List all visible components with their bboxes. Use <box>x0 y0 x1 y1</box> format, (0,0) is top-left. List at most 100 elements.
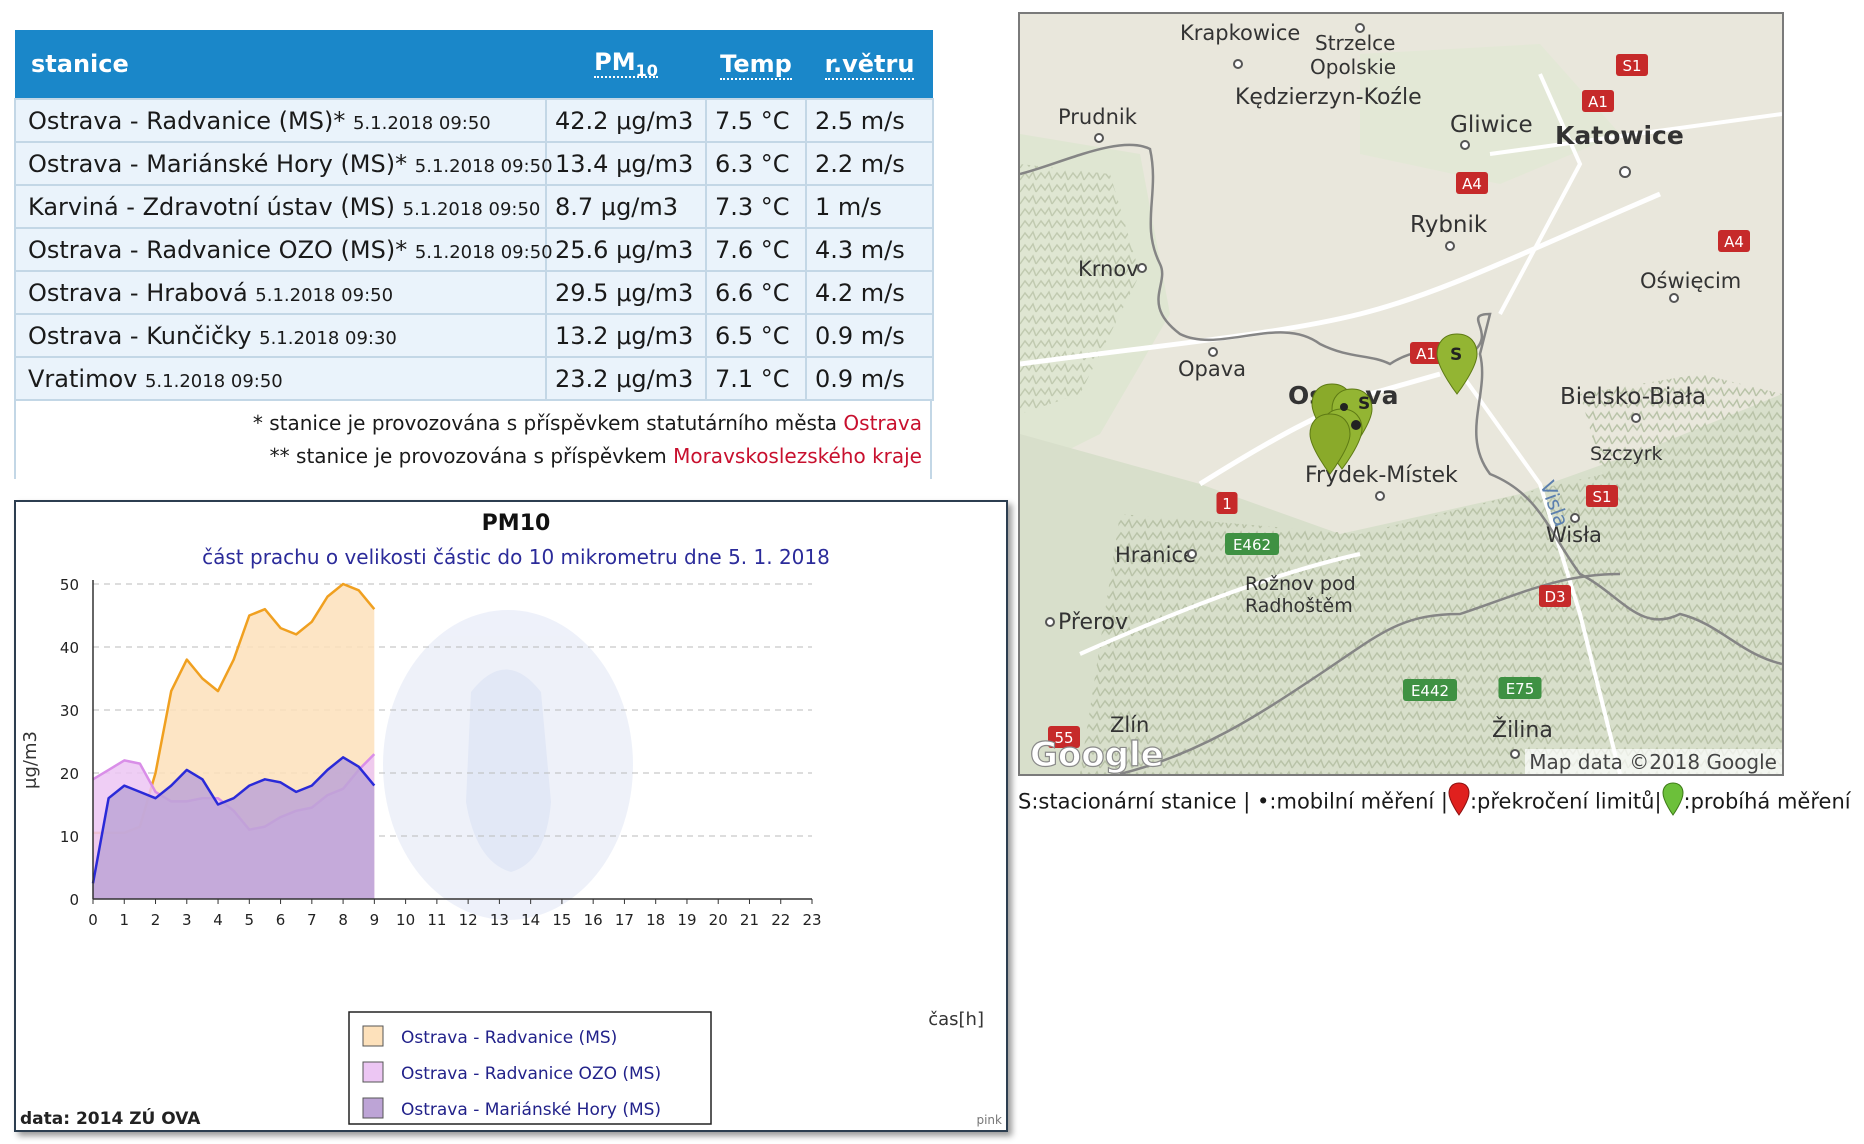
wind-value: 2.5 m/s <box>805 98 934 143</box>
map-label-katowice: Katowice <box>1555 121 1684 150</box>
chart-title: PM10 <box>482 511 551 536</box>
station-name-cell[interactable]: Ostrava - Kunčičky 5.1.2018 09:30 <box>14 313 547 358</box>
map-label-roznov: Rožnov pod Radhoštěm <box>1245 573 1356 617</box>
road-shield: A4 <box>1456 172 1488 194</box>
road-shield: E462 <box>1225 533 1279 555</box>
temp-value: 7.6 °C <box>705 227 807 272</box>
y-tick-label: 50 <box>60 576 79 594</box>
note-ostrava-link[interactable]: Ostrava <box>843 411 922 435</box>
x-tick-label: 1 <box>119 911 129 929</box>
road-shield: E442 <box>1403 679 1457 701</box>
pm10-value: 25.6 μg/m3 <box>545 227 707 272</box>
station-name-cell[interactable]: Ostrava - Radvanice (MS)* 5.1.2018 09:50 <box>14 98 547 143</box>
x-tick-label: 15 <box>552 911 571 929</box>
header-temp[interactable]: Temp <box>706 30 806 99</box>
station-name-cell[interactable]: Ostrava - Radvanice OZO (MS)* 5.1.2018 0… <box>14 227 553 272</box>
note-region: ** stanice je provozována s příspěvkem M… <box>16 440 922 473</box>
x-tick-label: 19 <box>677 911 696 929</box>
wind-value: 2.2 m/s <box>805 141 934 186</box>
y-tick-label: 40 <box>60 639 79 657</box>
map-legend: S:stacionární stanice | •:mobilní měření… <box>1018 782 1851 823</box>
map-label-prudnik: Prudnik <box>1058 105 1138 129</box>
map-city-dots <box>1045 23 1679 759</box>
x-tick-label: 13 <box>490 911 509 929</box>
map-label-hranice: Hranice <box>1115 543 1196 567</box>
map-canvas[interactable]: Visla Krapkowice Strzelce Opolskie Kędzie… <box>1020 14 1782 774</box>
temp-value: 7.3 °C <box>705 184 807 229</box>
temp-value: 6.5 °C <box>705 313 807 358</box>
map-label-zlin: Zlín <box>1110 713 1149 737</box>
legend-label-0: Ostrava - Radvanice (MS) <box>401 1028 617 1048</box>
map-label-oswiecim: Oświęcim <box>1640 269 1741 293</box>
y-tick-label: 20 <box>60 765 79 783</box>
map-marker-single[interactable]: S <box>1436 333 1478 395</box>
header-wind[interactable]: r.větru <box>806 30 933 99</box>
map-label-roznov-line2: Radhoštěm <box>1245 595 1353 617</box>
header-pm10[interactable]: PM10 <box>546 30 706 99</box>
note-ostrava-text: * stanice je provozována s příspěvkem st… <box>252 411 844 435</box>
x-tick-label: 4 <box>213 911 223 929</box>
stations-table-panel: stanice PM10 Temp r.větru Ostrava - Radv… <box>14 30 934 479</box>
x-tick-label: 16 <box>584 911 603 929</box>
road-shield: A1 <box>1582 90 1614 112</box>
note-ostrava: * stanice je provozována s příspěvkem st… <box>16 407 922 440</box>
road-shield: A4 <box>1718 230 1750 252</box>
table-row[interactable]: Ostrava - Radvanice (MS)* 5.1.2018 09:50… <box>14 98 934 143</box>
legend-swatch-1 <box>362 1061 384 1083</box>
pm10-value: 29.5 μg/m3 <box>545 270 707 315</box>
road-shield: D3 <box>1539 585 1571 607</box>
station-name: Ostrava - Hrabová <box>28 278 248 307</box>
legend-label-1: Ostrava - Radvanice OZO (MS) <box>401 1064 661 1084</box>
map-label-rybnik: Rybnik <box>1410 212 1488 238</box>
map-google-logo[interactable]: Google <box>1029 734 1164 774</box>
x-tick-label: 12 <box>459 911 478 929</box>
wind-value: 0.9 m/s <box>805 313 934 358</box>
table-row[interactable]: Ostrava - Hrabová 5.1.2018 09:50 29.5 μg/… <box>14 270 934 315</box>
legend-ongoing: :probíhá měření <box>1683 789 1851 814</box>
chart-x-label: čas[h] <box>928 1009 984 1030</box>
chart-y-label: μg/m3 <box>20 731 41 789</box>
map-station-markers[interactable]: S S <box>1309 333 1478 475</box>
table-row[interactable]: Ostrava - Kunčičky 5.1.2018 09:30 13.2 μg… <box>14 313 934 358</box>
table-header-row: stanice PM10 Temp r.větru <box>15 30 933 99</box>
map-marker-cluster[interactable]: S <box>1309 383 1373 475</box>
table-row[interactable]: Vratimov 5.1.2018 09:50 23.2 μg/m3 7.1 °C 0… <box>14 356 934 401</box>
station-name: Karviná - Zdravotní ústav (MS) <box>28 192 395 221</box>
map-panel[interactable]: Visla Krapkowice Strzelce Opolskie Kędzie… <box>1018 12 1784 776</box>
station-timestamp: 5.1.2018 09:30 <box>259 327 397 349</box>
road-shield: E75 <box>1498 677 1542 699</box>
chart-footer-left: data: 2014 ZÚ OVA <box>20 1107 201 1129</box>
road-shield: S1 <box>1586 485 1618 507</box>
x-tick-label: 0 <box>88 911 98 929</box>
legend-swatch-2 <box>362 1097 384 1119</box>
table-row[interactable]: Karviná - Zdravotní ústav (MS) 5.1.2018 … <box>14 184 934 229</box>
station-timestamp: 5.1.2018 09:50 <box>352 112 491 134</box>
station-timestamp: 5.1.2018 09:50 <box>255 284 394 306</box>
road-shield-label: E462 <box>1233 536 1271 554</box>
map-label-bielsko: Bielsko-Biała <box>1560 384 1706 410</box>
map-label-roznov-line1: Rožnov pod <box>1245 573 1356 595</box>
map-attribution[interactable]: Map data ©2018 Google <box>1529 750 1777 774</box>
station-name-cell[interactable]: Vratimov 5.1.2018 09:50 <box>14 356 547 401</box>
station-timestamp: 5.1.2018 09:50 <box>144 370 283 392</box>
header-station[interactable]: stanice <box>15 30 546 99</box>
road-shield-label: 55 <box>1054 729 1073 747</box>
temp-value: 6.6 °C <box>705 270 807 315</box>
station-timestamp: 5.1.2018 09:50 <box>414 155 553 177</box>
wind-value: 0.9 m/s <box>805 356 934 401</box>
station-name-cell[interactable]: Ostrava - Mariánské Hory (MS)* 5.1.2018 … <box>14 141 553 186</box>
road-shield: S1 <box>1616 54 1648 76</box>
station-name: Ostrava - Radvanice (MS)* <box>28 106 346 135</box>
map-label-strzelce: Strzelce Opolskie <box>1310 31 1396 79</box>
x-tick-label: 5 <box>245 911 255 929</box>
note-region-link[interactable]: Moravskoslezského kraje <box>673 444 922 468</box>
table-row[interactable]: Ostrava - Radvanice OZO (MS)* 5.1.2018 0… <box>14 227 934 272</box>
station-name-cell[interactable]: Ostrava - Hrabová 5.1.2018 09:50 <box>14 270 547 315</box>
green-pin-icon <box>1662 782 1684 823</box>
road-shield: 1 <box>1216 492 1238 514</box>
x-tick-label: 23 <box>802 911 821 929</box>
station-name-cell[interactable]: Karviná - Zdravotní ústav (MS) 5.1.2018 … <box>14 184 547 229</box>
x-tick-label: 2 <box>151 911 161 929</box>
wind-value: 1 m/s <box>805 184 934 229</box>
table-row[interactable]: Ostrava - Mariánské Hory (MS)* 5.1.2018 … <box>14 141 934 186</box>
